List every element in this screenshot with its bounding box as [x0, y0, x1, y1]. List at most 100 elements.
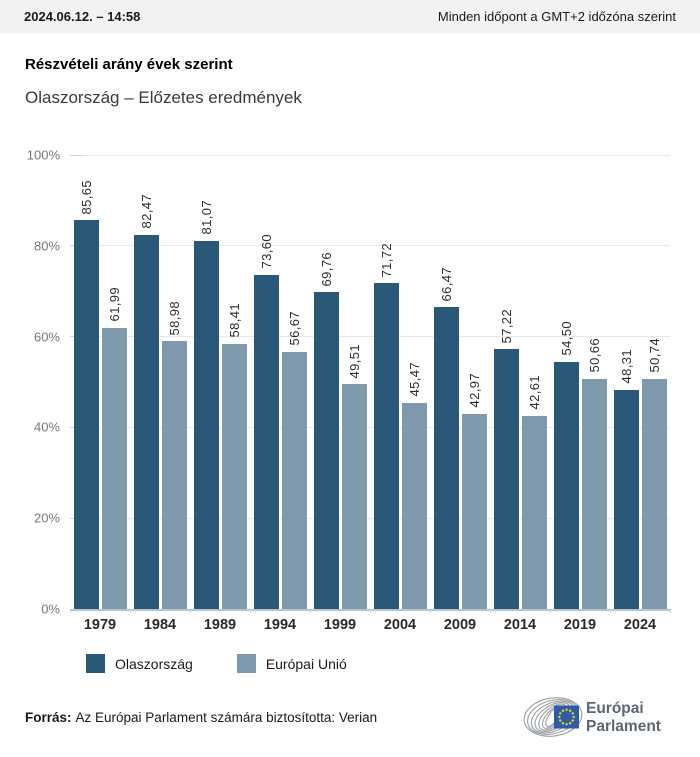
logo-text-line1: Európai — [586, 700, 644, 717]
gridline — [70, 517, 670, 519]
eu-star-icon — [572, 715, 575, 719]
x-tick-label: 2014 — [503, 617, 537, 633]
logo-text-line2: Parlament — [586, 718, 661, 735]
bar-column: 48,31 — [613, 155, 639, 609]
x-tick-label: 2019 — [563, 617, 597, 633]
bar-series-1 — [281, 351, 307, 609]
legend-swatch-olaszorszag — [86, 654, 105, 673]
bar-series-1 — [521, 415, 547, 609]
bar-column: 49,51 — [341, 155, 367, 609]
bar-series-1 — [161, 341, 187, 609]
bar-value-label: 42,97 — [466, 373, 482, 408]
bar-series-0 — [493, 349, 519, 609]
bar-series-1 — [401, 402, 427, 609]
european-parliament-logo: Európai Parlament — [523, 692, 675, 742]
bar-group: 48,31 50,74 — [610, 155, 670, 609]
bar-value-label: 50,74 — [646, 338, 662, 373]
bar-value-label: 57,22 — [498, 308, 514, 344]
bar-column: 42,97 — [461, 155, 487, 609]
bar-value-label: 81,07 — [198, 200, 214, 235]
bar-group: 73,60 56,67 — [250, 155, 310, 609]
bar-column: 71,72 — [373, 155, 399, 609]
bar-group: 85,65 61,99 — [70, 155, 130, 609]
bar-series-0 — [613, 389, 639, 609]
bar-value-label: 48,31 — [618, 349, 634, 384]
eu-flag-icon — [554, 705, 579, 729]
bar-column: 57,22 — [493, 155, 519, 609]
y-tick-label: 80% — [33, 238, 60, 254]
bar-column: 58,98 — [161, 155, 187, 609]
legend-item-europai-unio: Európai Unió — [236, 654, 347, 673]
x-axis-tick — [369, 609, 371, 613]
title-block: Részvételi arány évek szerint Olaszorszá… — [0, 33, 700, 108]
x-axis-tick — [309, 609, 311, 613]
eu-star-icon — [571, 712, 574, 715]
bar-series-0 — [253, 274, 279, 609]
bar-value-label: 69,76 — [318, 251, 334, 287]
header-timezone-note: Minden időpont a GMT+2 időzóna szerint — [437, 9, 676, 24]
bar-value-label: 56,67 — [286, 311, 302, 346]
bar-series-0 — [133, 234, 159, 609]
bar-value-label: 54,50 — [558, 321, 574, 356]
page-subtitle: Olaszország – Előzetes eredmények — [25, 88, 302, 107]
bar-column: 81,07 — [193, 155, 219, 609]
bar-group: 69,76 49,51 — [310, 155, 370, 609]
x-tick-label: 2009 — [443, 617, 477, 633]
bar-value-label: 61,99 — [106, 287, 122, 322]
bar-series-0 — [73, 220, 99, 609]
ep-logo-svg: Európai Parlament — [523, 697, 661, 737]
bar-series-1 — [641, 378, 667, 609]
x-axis-tick — [129, 609, 131, 613]
eu-star-icon — [565, 723, 568, 726]
bar-column: 82,47 — [133, 155, 159, 609]
source-note: Forrás: Az Európai Parlament számára bizt… — [25, 710, 377, 725]
bar-value-label: 85,65 — [78, 179, 94, 215]
bar-group: 82,47 58,98 — [130, 155, 190, 609]
x-axis-tick — [189, 609, 191, 613]
bar-column: 56,67 — [281, 155, 307, 609]
x-tick-label: 1979 — [83, 617, 117, 633]
y-tick-label: 0% — [41, 601, 60, 617]
x-axis-tick — [609, 609, 611, 613]
footer: Forrás: Az Európai Parlament számára bizt… — [25, 692, 675, 742]
bar-groups: 85,65 61,99 82,47 58,98 81,07 58,41 73,60 56,67… — [70, 155, 670, 609]
x-tick-label: 1994 — [263, 617, 297, 633]
bar-column: 50,66 — [581, 155, 607, 609]
bar-value-label: 45,47 — [406, 362, 422, 397]
x-tick-label: 2024 — [623, 617, 657, 633]
plot-area: 0% 20% 40% 60% 80% 100% 85,65 61,99 82,47 58,98 81… — [27, 148, 671, 617]
bar-column: 45,47 — [401, 155, 427, 609]
bar-group: 54,50 50,66 — [550, 155, 610, 609]
bar-series-1 — [221, 343, 247, 609]
bar-value-label: 50,66 — [586, 338, 602, 374]
bar-series-0 — [553, 361, 579, 609]
bar-column: 73,60 — [253, 155, 279, 609]
legend-item-olaszorszag: Olaszország — [86, 654, 193, 673]
bar-series-0 — [433, 307, 459, 609]
bar-column: 61,99 — [101, 155, 127, 609]
y-tick-label: 100% — [26, 147, 60, 163]
x-axis-tick — [249, 609, 251, 613]
bar-column: 85,65 — [73, 155, 99, 609]
gridline — [70, 426, 670, 428]
gridline — [70, 245, 670, 247]
x-tick-label: 1989 — [203, 617, 237, 633]
bar-value-label: 82,47 — [138, 194, 154, 229]
eu-star-icon — [565, 708, 568, 711]
x-axis-labels: 1979 1984 1989 1994 1999 2004 2009 2014 2019 2024 — [70, 617, 670, 633]
y-tick-label: 40% — [33, 419, 60, 435]
eu-star-icon — [561, 722, 565, 725]
y-tick-mark — [70, 154, 82, 156]
bar-series-0 — [193, 240, 219, 609]
bar-column: 69,76 — [313, 155, 339, 609]
page-title: Részvételi arány évek szerint — [25, 56, 233, 73]
eu-star-icon — [568, 722, 572, 725]
bar-series-1 — [581, 379, 607, 609]
x-axis-tick — [549, 609, 551, 613]
bar-series-0 — [313, 292, 339, 609]
y-tick-label: 60% — [33, 329, 60, 345]
x-tick-label: 1999 — [323, 617, 357, 633]
header-datetime: 2024.06.12. – 14:58 — [24, 9, 141, 24]
bar-group: 71,72 45,47 — [370, 155, 430, 609]
bar-value-label: 73,60 — [258, 234, 274, 269]
